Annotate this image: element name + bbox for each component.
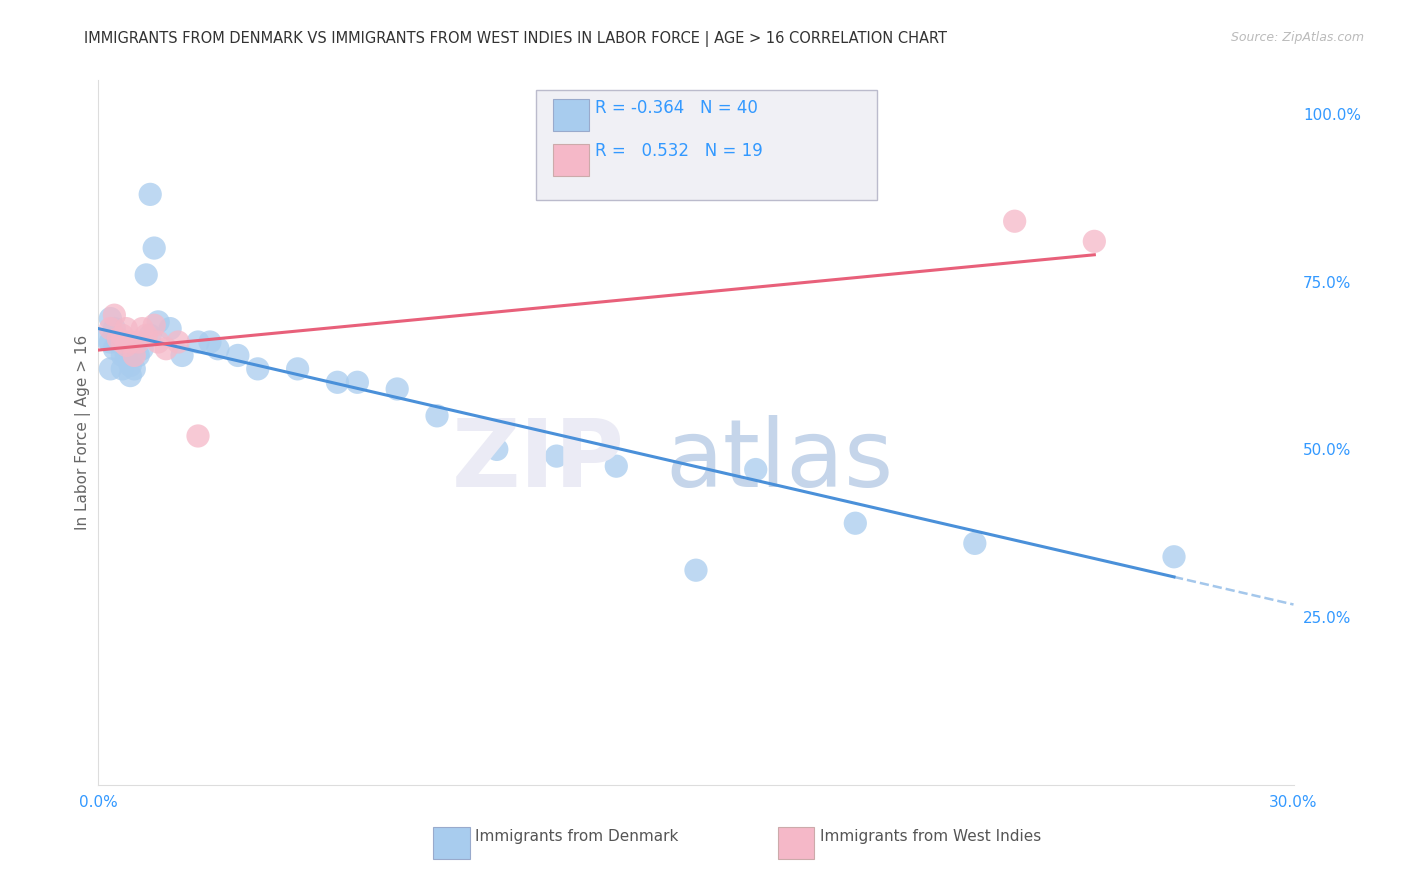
Point [120,334,142,349]
Point [685,563,707,577]
Point [100,311,122,326]
Point [120,368,142,383]
Text: R =   0.532   N = 19: R = 0.532 N = 19 [595,142,762,160]
Point [111,348,134,362]
Point [100,362,122,376]
Point [844,516,866,531]
Point [115,348,138,362]
Point [326,376,349,390]
Point [96,332,118,346]
Point [115,321,138,335]
Point [745,462,768,476]
Point [172,348,194,362]
Point [127,334,149,349]
Point [963,536,986,550]
Point [226,348,249,362]
Point [124,348,146,362]
Point [131,342,153,356]
Point [187,334,209,349]
Point [139,187,162,202]
Point [107,334,129,349]
Point [546,449,568,463]
Point [1083,235,1105,249]
Point [100,334,122,349]
Point [1004,214,1026,228]
Y-axis label: In Labor Force | Age > 16: In Labor Force | Age > 16 [76,335,91,530]
Point [124,362,146,376]
Point [111,362,134,376]
Point [103,308,125,322]
Text: R = -0.364   N = 40: R = -0.364 N = 40 [595,99,758,117]
Point [485,442,508,457]
Point [167,334,190,349]
Point [135,328,157,343]
Text: atlas: atlas [665,415,894,507]
Point [107,332,129,346]
Text: IMMIGRANTS FROM DENMARK VS IMMIGRANTS FROM WEST INDIES IN LABOR FORCE | AGE > 16: IMMIGRANTS FROM DENMARK VS IMMIGRANTS FR… [84,31,948,47]
Point [385,382,409,396]
Point [198,334,221,349]
Point [143,318,166,333]
Point [346,376,368,390]
Point [155,342,177,356]
Point [148,334,170,349]
Text: Source: ZipAtlas.com: Source: ZipAtlas.com [1230,31,1364,45]
Point [103,342,125,356]
Text: ZIP: ZIP [451,415,624,507]
Point [605,459,627,474]
Point [100,321,122,335]
Point [115,338,138,352]
Point [120,359,142,373]
Point [111,328,134,343]
Point [135,268,157,282]
Point [127,348,149,362]
Point [187,429,209,443]
Point [159,321,181,335]
Point [131,321,153,335]
Point [287,362,309,376]
Point [246,362,269,376]
Point [111,334,134,349]
Point [139,328,162,343]
Point [426,409,449,423]
Point [143,241,166,255]
Text: Immigrants from Denmark: Immigrants from Denmark [475,830,679,844]
Point [207,342,229,356]
Point [1163,549,1185,564]
Point [148,315,170,329]
Text: Immigrants from West Indies: Immigrants from West Indies [820,830,1040,844]
Point [103,321,125,335]
